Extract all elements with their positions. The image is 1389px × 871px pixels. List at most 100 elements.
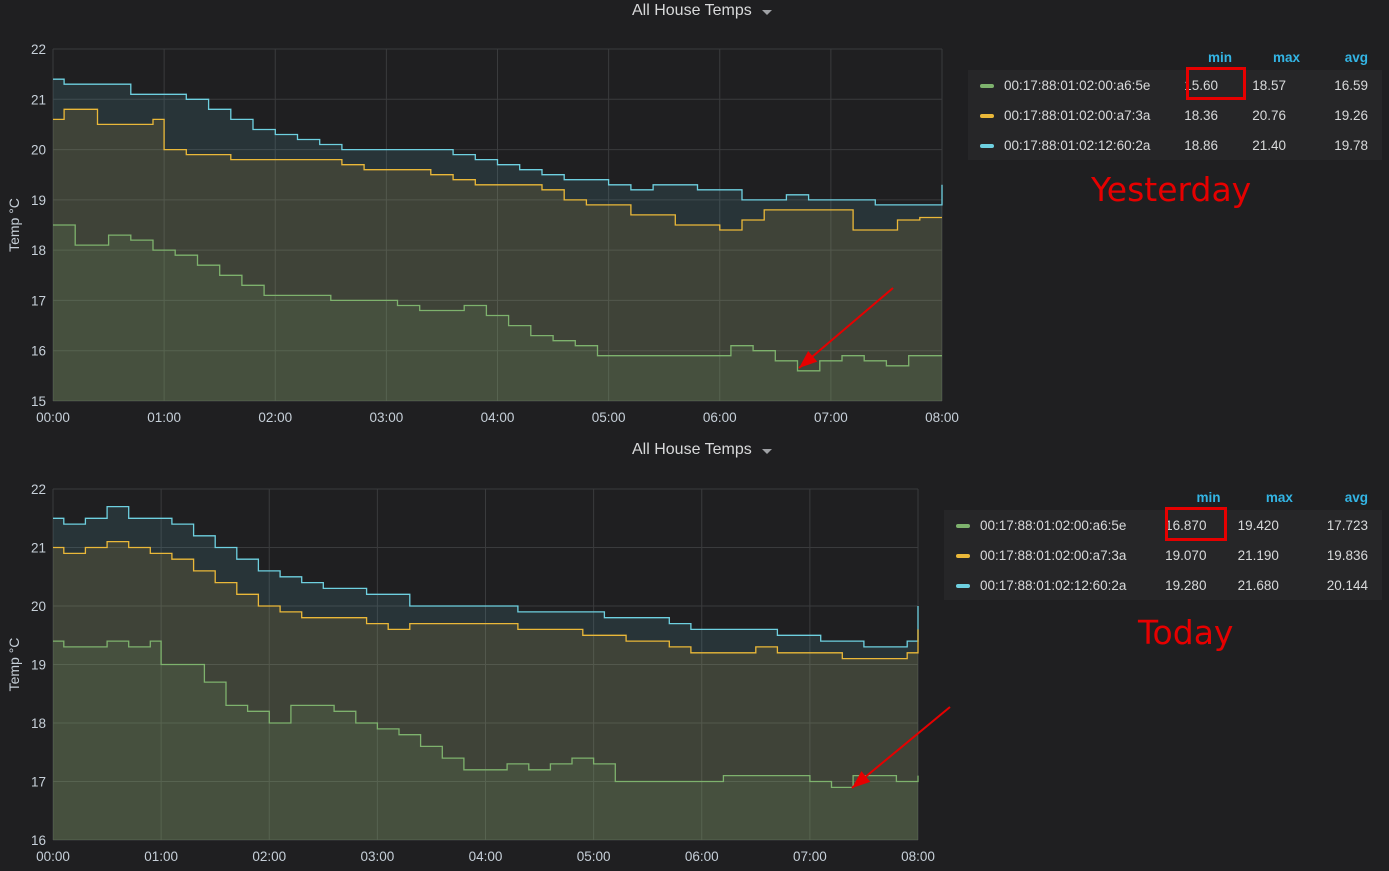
y-tick-label: 19 xyxy=(31,658,46,673)
series-area xyxy=(53,506,918,840)
x-tick-label: 04:00 xyxy=(481,410,515,425)
legend-header-min[interactable]: min xyxy=(1207,49,1232,65)
series-line[interactable] xyxy=(53,505,919,648)
legend-avg: 19.836 xyxy=(1326,547,1368,563)
legend-header-max[interactable]: max xyxy=(1272,49,1300,65)
y-axis-label: Temp °C xyxy=(6,638,22,692)
y-tick-label: 17 xyxy=(31,293,46,308)
series-swatch xyxy=(956,523,970,528)
annotation-today: Today xyxy=(1138,613,1234,652)
series-swatch xyxy=(980,143,994,148)
legend-max: 21.680 xyxy=(1237,577,1279,593)
series-line[interactable] xyxy=(53,224,942,372)
legend-min: 19.070 xyxy=(1165,547,1207,563)
y-tick-label: 17 xyxy=(31,775,46,790)
series-area xyxy=(53,109,942,402)
legend-header-avg[interactable]: avg xyxy=(1344,49,1368,65)
annotation-yesterday: Yesterday xyxy=(1091,170,1252,209)
y-tick-label: 21 xyxy=(31,541,46,556)
legend-max: 21.40 xyxy=(1252,137,1286,153)
legend-header-min[interactable]: min xyxy=(1196,489,1221,505)
series-line[interactable] xyxy=(53,540,919,660)
chevron-down-icon[interactable] xyxy=(761,448,772,454)
legend-header-avg[interactable]: avg xyxy=(1344,489,1368,505)
legend-header-max[interactable]: max xyxy=(1265,489,1293,505)
x-tick-label: 06:00 xyxy=(703,410,737,425)
legend-row[interactable]: 00:17:88:01:02:00:a6:5e 16.870 19.420 17… xyxy=(944,510,1382,540)
annotation-arrow xyxy=(851,706,951,789)
series-name[interactable]: 00:17:88:01:02:00:a7:3a xyxy=(1004,107,1151,123)
series-name[interactable]: 00:17:88:01:02:00:a6:5e xyxy=(1004,77,1151,93)
chart-yesterday[interactable]: 15 16 17 18 19 20 21 22 00:00 01:00 02:00 03:00 04:0… xyxy=(0,0,1389,435)
x-tick-label: 03:00 xyxy=(369,410,403,425)
legend-avg: 19.26 xyxy=(1334,107,1368,123)
annotation-arrowhead xyxy=(852,771,871,788)
x-tick-label: 05:00 xyxy=(577,849,611,864)
y-tick-label: 15 xyxy=(31,394,46,409)
series-area xyxy=(53,225,942,401)
legend-yesterday: min max avg 00:17:88:01:02:00:a6:5e 15.6… xyxy=(968,48,1382,160)
y-tick-label: 22 xyxy=(31,482,46,497)
panel-title[interactable]: All House Temps xyxy=(632,2,772,20)
series-name[interactable]: 00:17:88:01:02:12:60:2a xyxy=(980,577,1127,593)
series-swatch xyxy=(980,83,994,88)
legend-row[interactable]: 00:17:88:01:02:00:a7:3a 18.36 20.76 19.2… xyxy=(968,100,1382,130)
series-line[interactable] xyxy=(53,108,942,231)
legend-row[interactable]: 00:17:88:01:02:00:a7:3a 19.070 21.190 19… xyxy=(944,540,1382,570)
y-tick-label: 16 xyxy=(31,344,46,359)
series-line[interactable] xyxy=(53,78,943,206)
series-area xyxy=(53,541,918,840)
min-highlight-box xyxy=(1186,67,1246,100)
y-tick-label: 21 xyxy=(31,92,46,107)
legend-today: min max avg 00:17:88:01:02:00:a6:5e 16.8… xyxy=(944,488,1382,600)
legend-avg: 16.59 xyxy=(1334,77,1368,93)
legend-avg: 20.144 xyxy=(1326,577,1368,593)
x-tick-label: 07:00 xyxy=(793,849,827,864)
x-tick-label: 08:00 xyxy=(901,849,935,864)
x-tick-label: 05:00 xyxy=(592,410,626,425)
x-tick-label: 00:00 xyxy=(36,849,70,864)
series-area xyxy=(53,641,918,840)
legend-min: 18.86 xyxy=(1184,137,1218,153)
chevron-down-icon[interactable] xyxy=(761,9,772,15)
panel-title[interactable]: All House Temps xyxy=(632,441,772,459)
x-tick-label: 01:00 xyxy=(144,849,178,864)
x-tick-label: 08:00 xyxy=(925,410,959,425)
panel-yesterday: All House Temps 15 16 17 18 19 20 21 22 00:00 01:… xyxy=(0,0,1389,435)
series-swatch xyxy=(956,583,970,588)
legend-row[interactable]: 00:17:88:01:02:12:60:2a 19.280 21.680 20… xyxy=(944,570,1382,600)
x-tick-label: 02:00 xyxy=(252,849,286,864)
series-name[interactable]: 00:17:88:01:02:00:a7:3a xyxy=(980,547,1127,563)
annotation-arrow xyxy=(798,287,894,369)
legend-row[interactable]: 00:17:88:01:02:12:60:2a 18.86 21.40 19.7… xyxy=(968,130,1382,160)
legend-max: 18.57 xyxy=(1252,77,1286,93)
legend-max: 21.190 xyxy=(1237,547,1279,563)
legend-avg: 19.78 xyxy=(1334,137,1368,153)
series-name[interactable]: 00:17:88:01:02:00:a6:5e xyxy=(980,517,1127,533)
x-tick-label: 07:00 xyxy=(814,410,848,425)
panel-title-text: All House Temps xyxy=(632,441,752,458)
legend-min: 19.280 xyxy=(1165,577,1207,593)
series-name[interactable]: 00:17:88:01:02:12:60:2a xyxy=(1004,137,1151,153)
series-line[interactable] xyxy=(53,640,919,789)
legend-min: 15.60 xyxy=(1184,77,1218,93)
y-tick-label: 16 xyxy=(31,833,46,848)
y-tick-label: 18 xyxy=(31,716,46,731)
series-swatch xyxy=(956,553,970,558)
y-tick-label: 20 xyxy=(31,599,46,614)
legend-max: 20.76 xyxy=(1252,107,1286,123)
annotation-arrowhead xyxy=(799,351,818,368)
y-tick-label: 19 xyxy=(31,193,46,208)
legend-max: 19.420 xyxy=(1237,517,1279,533)
x-tick-label: 03:00 xyxy=(360,849,394,864)
x-tick-label: 04:00 xyxy=(469,849,503,864)
legend-min: 18.36 xyxy=(1184,107,1218,123)
x-tick-label: 06:00 xyxy=(685,849,719,864)
legend-row[interactable]: 00:17:88:01:02:00:a6:5e 15.60 18.57 16.5… xyxy=(968,70,1382,100)
legend-min: 16.870 xyxy=(1165,517,1207,533)
legend-avg: 17.723 xyxy=(1326,517,1368,533)
y-tick-label: 20 xyxy=(31,143,46,158)
series-swatch xyxy=(980,113,994,118)
